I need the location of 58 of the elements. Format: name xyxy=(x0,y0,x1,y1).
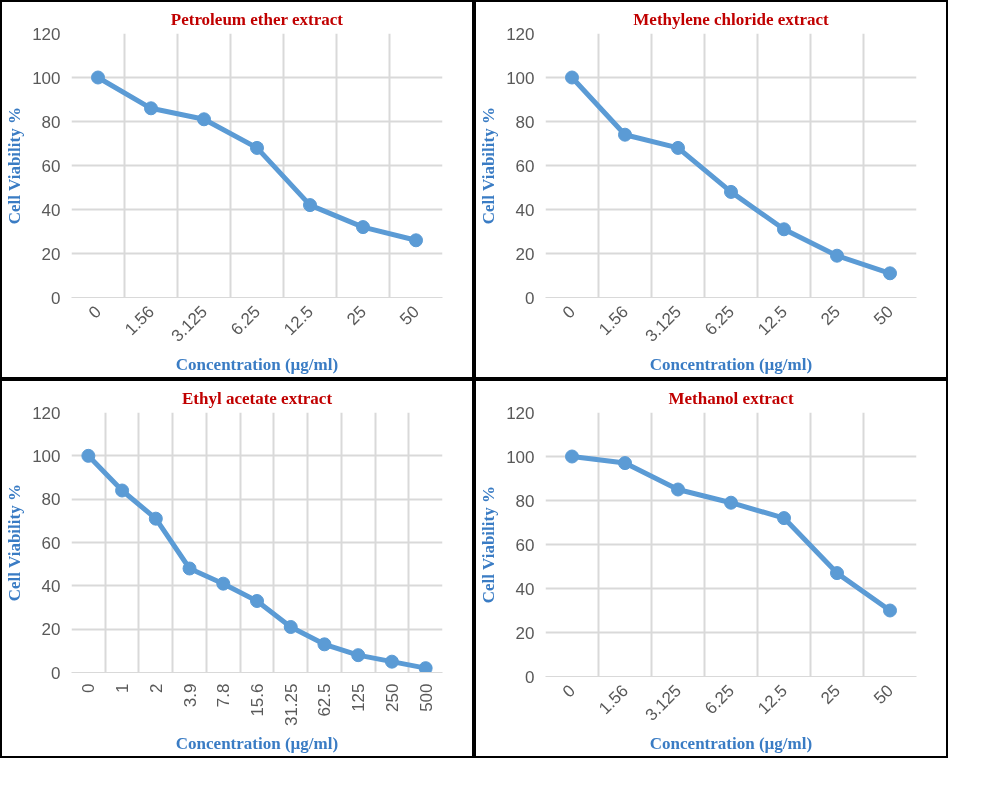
x-tick-label: 2 xyxy=(146,683,166,693)
x-tick-label: 1 xyxy=(113,683,133,693)
y-tick-label: 80 xyxy=(515,112,535,132)
x-tick-label: 0 xyxy=(558,681,580,702)
x-axis-title: Concentration (µg/ml) xyxy=(175,355,339,375)
x-tick-label: 0 xyxy=(79,683,99,693)
y-tick-label: 20 xyxy=(515,244,535,264)
x-tick-label: 15.6 xyxy=(248,683,267,717)
chart-title: Ethyl acetate extract xyxy=(181,388,333,408)
y-tick-label: 0 xyxy=(51,288,61,308)
y-tick-label: 60 xyxy=(515,535,535,555)
x-tick-label: 0 xyxy=(558,302,580,323)
x-tick-label: 31.25 xyxy=(281,683,301,727)
x-tick-label: 7.8 xyxy=(214,683,234,708)
y-tick-label: 60 xyxy=(41,156,61,176)
chart-title: Petroleum ether extract xyxy=(170,9,344,29)
chart-title: Methanol extract xyxy=(668,388,794,408)
y-tick-label: 20 xyxy=(41,244,61,264)
y-axis-title: Cell Viability % xyxy=(5,107,25,225)
y-tick-label: 100 xyxy=(32,446,61,466)
y-tick-label: 40 xyxy=(515,579,535,599)
y-tick-label: 80 xyxy=(41,490,61,510)
y-tick-label: 120 xyxy=(506,24,535,44)
y-tick-label: 40 xyxy=(515,200,535,220)
y-tick-label: 20 xyxy=(41,620,61,640)
y-tick-label: 40 xyxy=(41,576,61,596)
y-tick-label: 60 xyxy=(41,533,61,553)
y-axis-title: Cell Viability % xyxy=(479,107,499,225)
x-tick-label: 250 xyxy=(382,683,402,712)
y-tick-label: 0 xyxy=(525,288,535,308)
y-tick-label: 80 xyxy=(515,491,535,511)
y-tick-label: 120 xyxy=(32,24,61,44)
y-tick-label: 120 xyxy=(506,403,535,423)
y-tick-label: 100 xyxy=(506,68,535,88)
y-tick-label: 100 xyxy=(32,68,61,88)
x-axis-title: Concentration (µg/ml) xyxy=(649,355,813,375)
x-tick-label: 50 xyxy=(396,302,424,329)
x-tick-label: 125 xyxy=(349,683,369,712)
x-axis-title: Concentration (µg/ml) xyxy=(175,734,339,754)
x-tick-label: 25 xyxy=(817,681,845,708)
chart-title: Methylene chloride extract xyxy=(633,9,830,29)
y-tick-label: 120 xyxy=(32,403,61,423)
y-tick-label: 40 xyxy=(41,200,61,220)
x-tick-label: 3.9 xyxy=(180,683,200,708)
y-tick-label: 20 xyxy=(515,623,535,643)
y-axis-title: Cell Viability % xyxy=(5,484,25,602)
y-tick-label: 80 xyxy=(41,112,61,132)
y-axis-title: Cell Viability % xyxy=(479,486,499,604)
x-tick-label: 62.5 xyxy=(315,683,335,717)
y-tick-label: 100 xyxy=(506,447,535,467)
x-tick-label: 25 xyxy=(817,302,845,329)
x-tick-label: 0 xyxy=(84,302,106,323)
x-tick-label: 50 xyxy=(870,302,898,329)
y-tick-label: 60 xyxy=(515,156,535,176)
x-axis-title: Concentration (µg/ml) xyxy=(649,734,813,754)
x-tick-label: 50 xyxy=(870,681,898,708)
x-tick-label: 25 xyxy=(343,302,371,329)
x-tick-label: 500 xyxy=(416,683,436,712)
